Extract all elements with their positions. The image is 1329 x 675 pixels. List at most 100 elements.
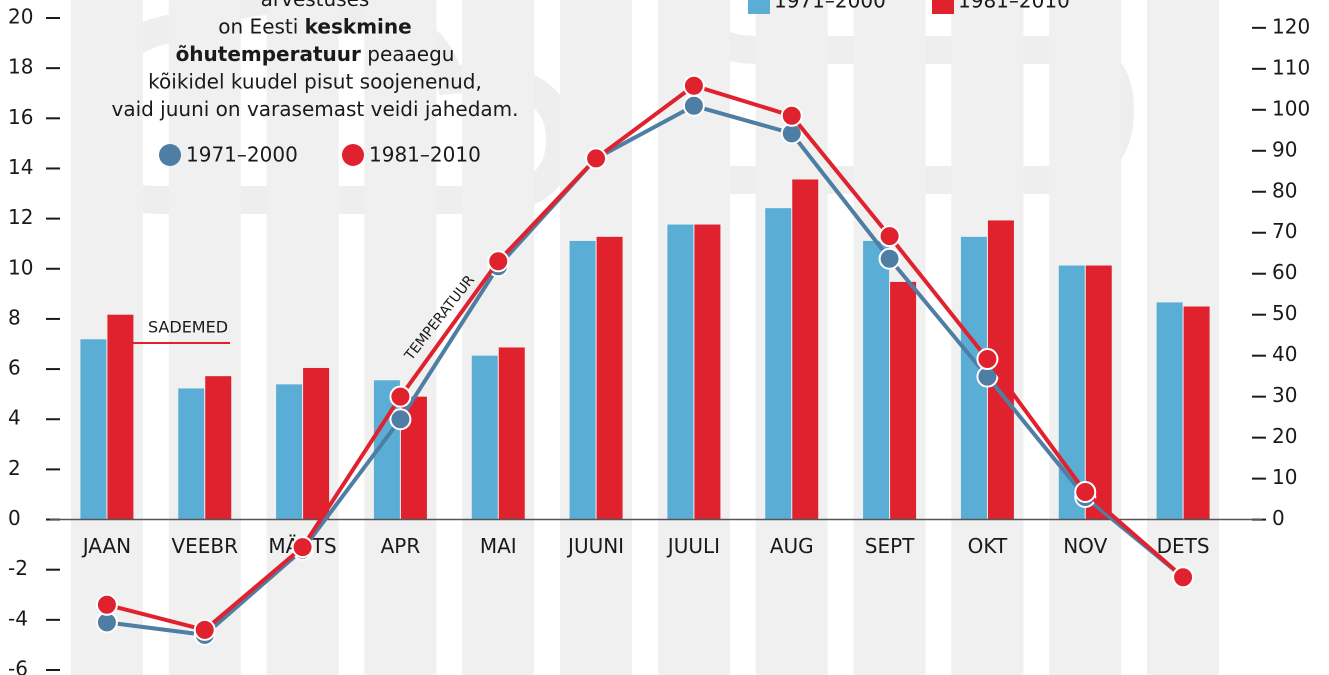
- bar: [694, 224, 721, 520]
- bar: [303, 367, 330, 520]
- annotation-line: kõikidel kuudel pisut soojenenud,: [148, 69, 482, 93]
- bar: [178, 388, 205, 520]
- y-tick-label: 4: [8, 406, 21, 430]
- y-tick-label: 2: [8, 456, 21, 480]
- x-tick-label: OKT: [968, 534, 1008, 558]
- x-tick-label: JAAN: [81, 534, 131, 558]
- y2-tick-label: 30: [1272, 383, 1297, 407]
- x-tick-label: VEEBR: [171, 534, 238, 558]
- temperature-point: [1172, 566, 1195, 589]
- temperature-point: [389, 408, 412, 431]
- x-tick-label: JUUNI: [566, 534, 624, 558]
- y-tick-label: 18: [8, 55, 33, 79]
- y-tick-label: 6: [8, 356, 21, 380]
- y-tick-label: -6: [8, 657, 28, 675]
- temperature-point: [682, 74, 705, 97]
- annotation-text: keskmine: [305, 14, 412, 38]
- legend-label: 1981–2010: [958, 0, 1070, 13]
- y2-tick-label: 90: [1272, 137, 1297, 161]
- temperature-point: [585, 147, 608, 170]
- column-stripe: [266, 0, 339, 675]
- y-tick-label: 10: [8, 255, 33, 279]
- bar: [1183, 306, 1210, 520]
- annotation-text: vaid juuni on varasemast veidi jahedam.: [111, 97, 518, 121]
- y-tick-label: 12: [8, 205, 33, 229]
- y2-tick-label: 50: [1272, 301, 1297, 325]
- y2-tick-label: 0: [1272, 506, 1285, 530]
- bar: [1085, 265, 1112, 520]
- legend-label: 1971–2000: [774, 0, 886, 13]
- temperature-point: [389, 385, 412, 408]
- legend-marker: [159, 144, 181, 166]
- y-tick-label: -2: [8, 556, 28, 580]
- bar: [498, 347, 525, 520]
- x-tick-label: JUULI: [666, 534, 720, 558]
- x-tick-label: AUG: [770, 534, 814, 558]
- y2-tick-label: 110: [1272, 55, 1310, 79]
- y2-tick-label: 20: [1272, 424, 1297, 448]
- y2-tick-label: 100: [1272, 96, 1310, 120]
- legend-marker: [932, 0, 954, 14]
- temperature-point: [976, 348, 999, 371]
- y2-tick-label: 60: [1272, 260, 1297, 284]
- y2-tick-label: 70: [1272, 219, 1297, 243]
- bar: [205, 376, 232, 520]
- temperature-point: [878, 225, 901, 248]
- y2-tick-label: 10: [1272, 465, 1297, 489]
- y2-tick-label: 40: [1272, 342, 1297, 366]
- temperature-point: [878, 247, 901, 270]
- annotation-line: õhutemperatuur peaaegu: [176, 42, 455, 66]
- bar: [471, 355, 498, 520]
- temperature-line: [106, 103, 1185, 637]
- bar-series-label: SADEMED: [148, 318, 228, 337]
- y2-tick-label: 120: [1272, 14, 1310, 38]
- x-tick-label: DETS: [1157, 534, 1210, 558]
- bar: [863, 240, 890, 520]
- annotation-text: on Eesti: [218, 14, 304, 38]
- bar: [667, 224, 694, 520]
- bar: [890, 281, 917, 520]
- annotation-text: peaaegu: [361, 42, 455, 66]
- y-tick-label: 16: [8, 105, 33, 129]
- bar: [276, 384, 303, 520]
- temperature-point: [487, 250, 510, 273]
- temperature-point: [1074, 480, 1097, 503]
- bar: [765, 208, 792, 520]
- legend-marker: [342, 144, 364, 166]
- temperature-point: [95, 593, 118, 616]
- annotation-line: on Eesti keskmine: [218, 14, 411, 38]
- legend-label: 1971–2000: [186, 143, 298, 167]
- temperature-line: [106, 83, 1185, 633]
- bar: [596, 236, 623, 520]
- x-tick-label: NOV: [1063, 534, 1107, 558]
- y-tick-label: 0: [8, 506, 21, 530]
- temperature-point: [682, 94, 705, 117]
- annotation-line: vaid juuni on varasemast veidi jahedam.: [111, 97, 518, 121]
- legend-marker: [748, 0, 770, 14]
- annotation-text: õhutemperatuur: [176, 42, 361, 66]
- bar: [107, 314, 134, 520]
- column-stripe: [462, 0, 535, 675]
- x-tick-label: MAI: [480, 534, 517, 558]
- temperature-point: [780, 104, 803, 127]
- annotation-line: arvestuses: [261, 0, 370, 11]
- column-stripe: [168, 0, 241, 675]
- y-tick-label: 20: [8, 5, 33, 29]
- y-tick-label: 8: [8, 305, 21, 329]
- bar: [569, 240, 596, 520]
- column-stripe: [364, 0, 437, 675]
- x-tick-label: SEPT: [865, 534, 915, 558]
- y2-tick-label: 80: [1272, 178, 1297, 202]
- bar: [1156, 302, 1183, 520]
- annotation-text: kõikidel kuudel pisut soojenenud,: [148, 69, 482, 93]
- x-tick-label: APR: [381, 534, 421, 558]
- bar: [80, 339, 107, 520]
- annotation-text: arvestuses: [261, 0, 370, 11]
- bar: [792, 179, 819, 520]
- y-tick-label: 14: [8, 155, 33, 179]
- legend-label: 1981–2010: [369, 143, 481, 167]
- temperature-point: [291, 536, 314, 559]
- temperature-point: [193, 618, 216, 641]
- y-tick-label: -4: [8, 606, 28, 630]
